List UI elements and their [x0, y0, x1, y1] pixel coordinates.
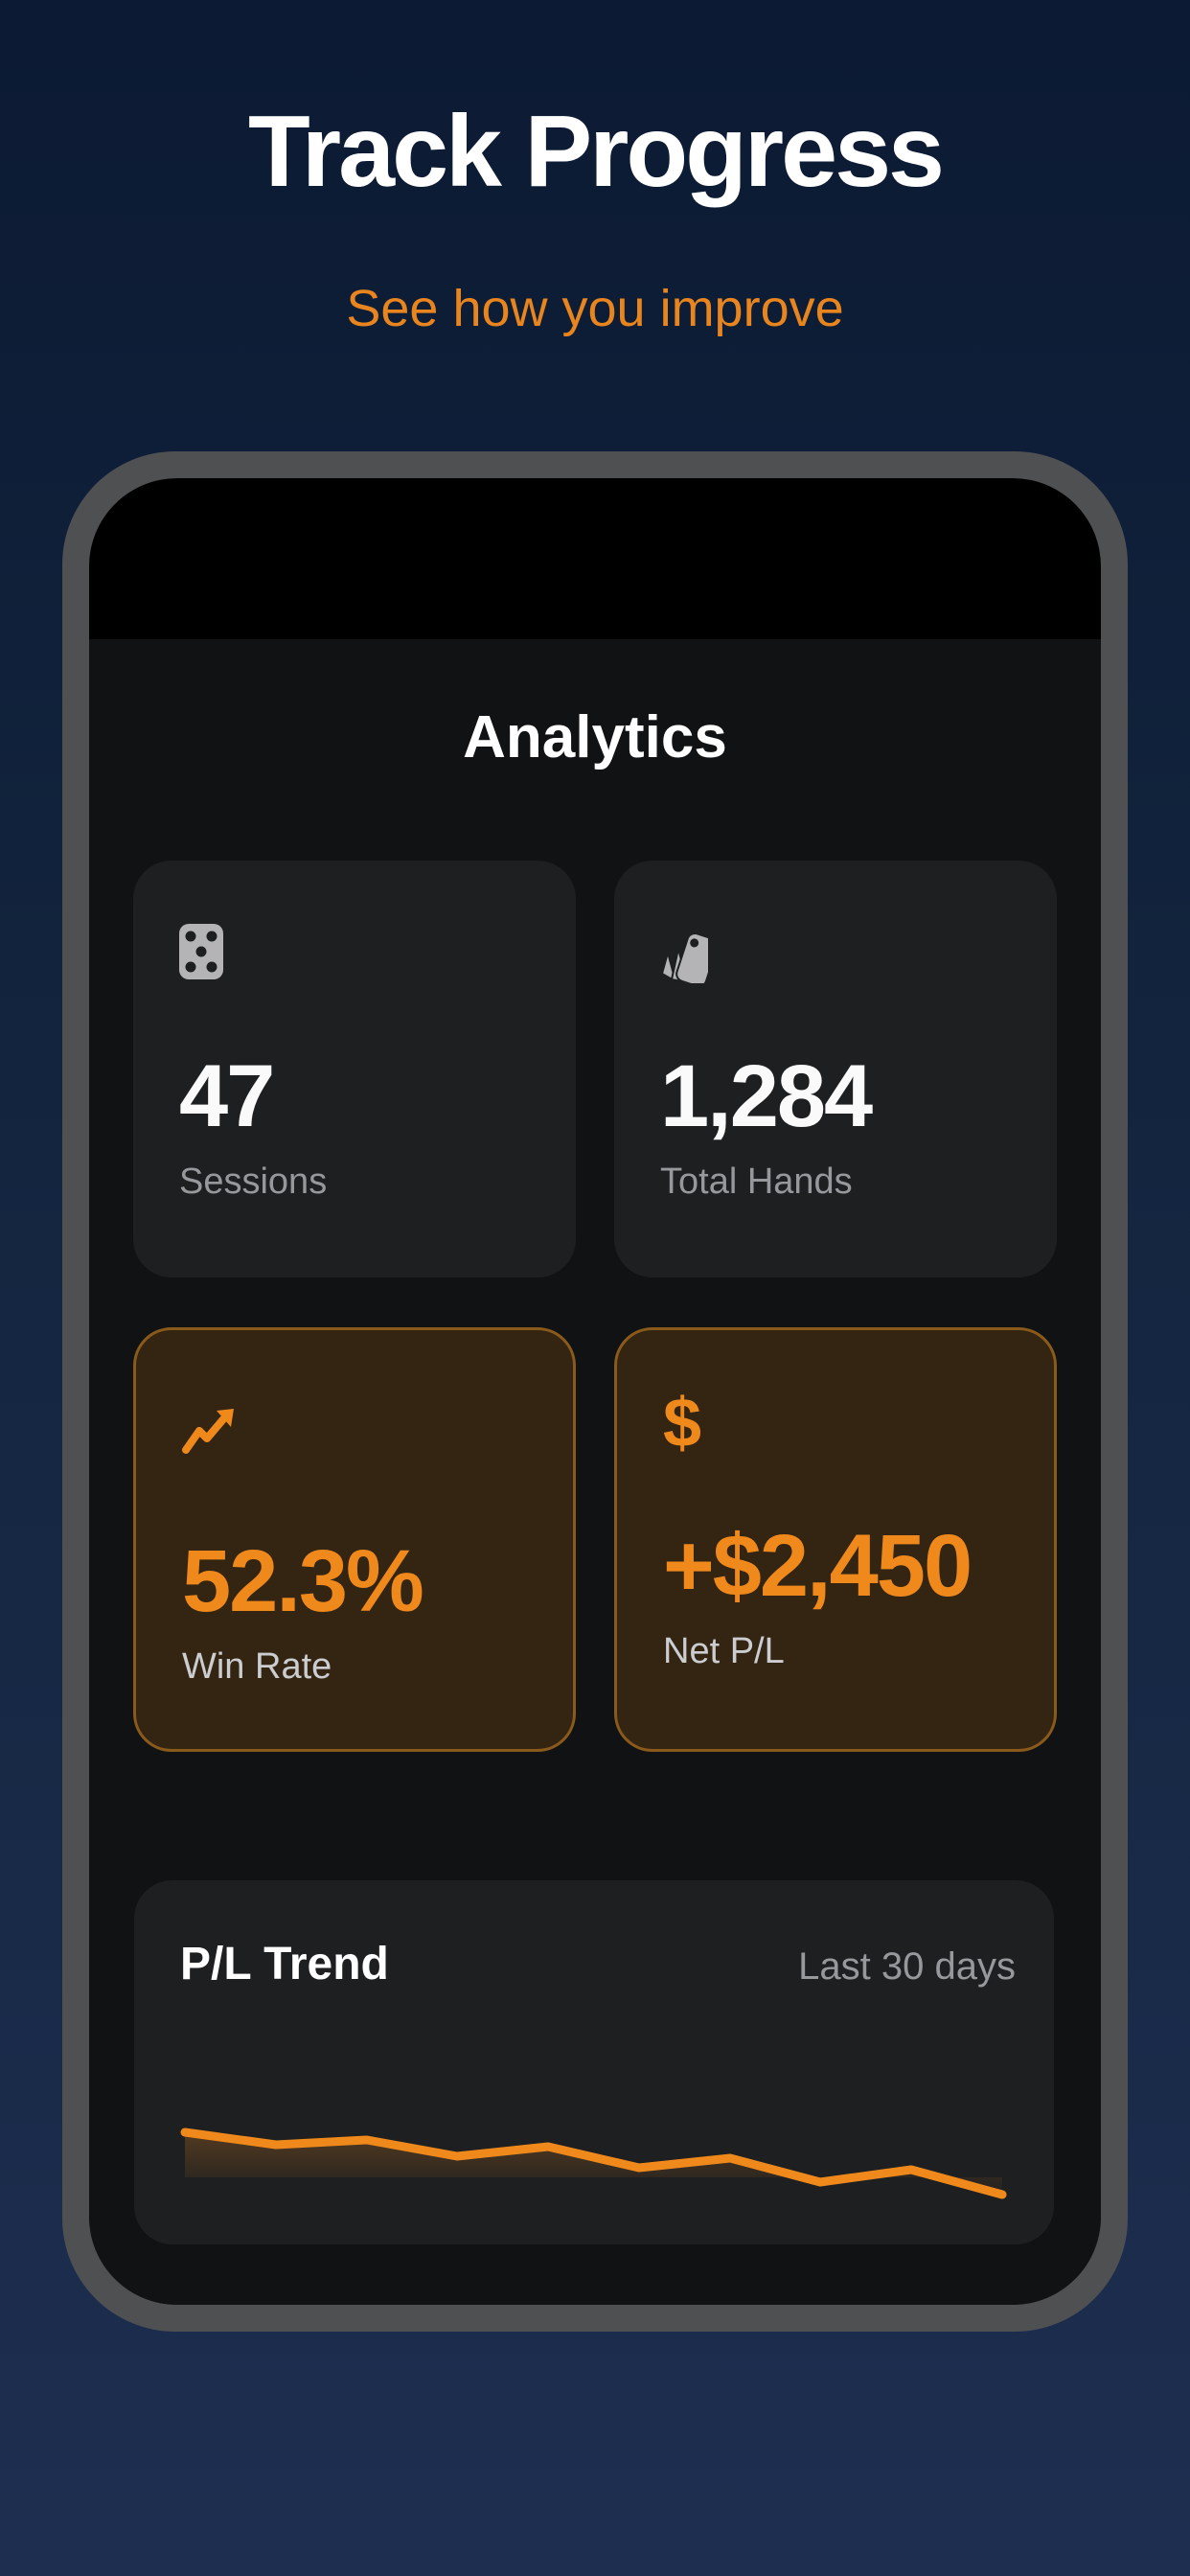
stat-value: 47 [179, 1047, 275, 1145]
stat-label: Win Rate [182, 1645, 332, 1687]
chart-header: P/L Trend Last 30 days [180, 1939, 1016, 1990]
stat-card-total-hands: 1,284 Total Hands [614, 861, 1057, 1277]
stat-label: Net P/L [663, 1630, 785, 1671]
phone-screen: Analytics 47 Sessions [89, 478, 1101, 2305]
stat-card-sessions: 47 Sessions [133, 861, 576, 1277]
phone-mockup: Analytics 47 Sessions [62, 451, 1128, 2332]
dice-icon [179, 924, 530, 981]
app-title: Analytics [463, 704, 727, 770]
status-bar [89, 478, 1101, 639]
chart-title: P/L Trend [180, 1939, 389, 1990]
stat-value: 1,284 [660, 1047, 873, 1145]
page-title: Track Progress [247, 95, 945, 208]
stat-label: Sessions [179, 1161, 328, 1202]
stat-value: 52.3% [182, 1532, 424, 1630]
pl-trend-card: P/L Trend Last 30 days [134, 1880, 1054, 2244]
page-subtitle: See how you improve [346, 280, 844, 337]
stat-card-net-pl: $ +$2,450 Net P/L [614, 1327, 1057, 1752]
cards-icon [660, 924, 1011, 983]
dollar-icon: $ [663, 1385, 702, 1461]
stat-label: Total Hands [660, 1161, 853, 1202]
stat-card-win-rate: 52.3% Win Rate [133, 1327, 576, 1752]
pl-trend-chart [180, 2128, 1007, 2199]
chart-range-label: Last 30 days [798, 1945, 1016, 1988]
trending-up-icon [182, 1393, 527, 1466]
stat-value: +$2,450 [663, 1517, 973, 1615]
